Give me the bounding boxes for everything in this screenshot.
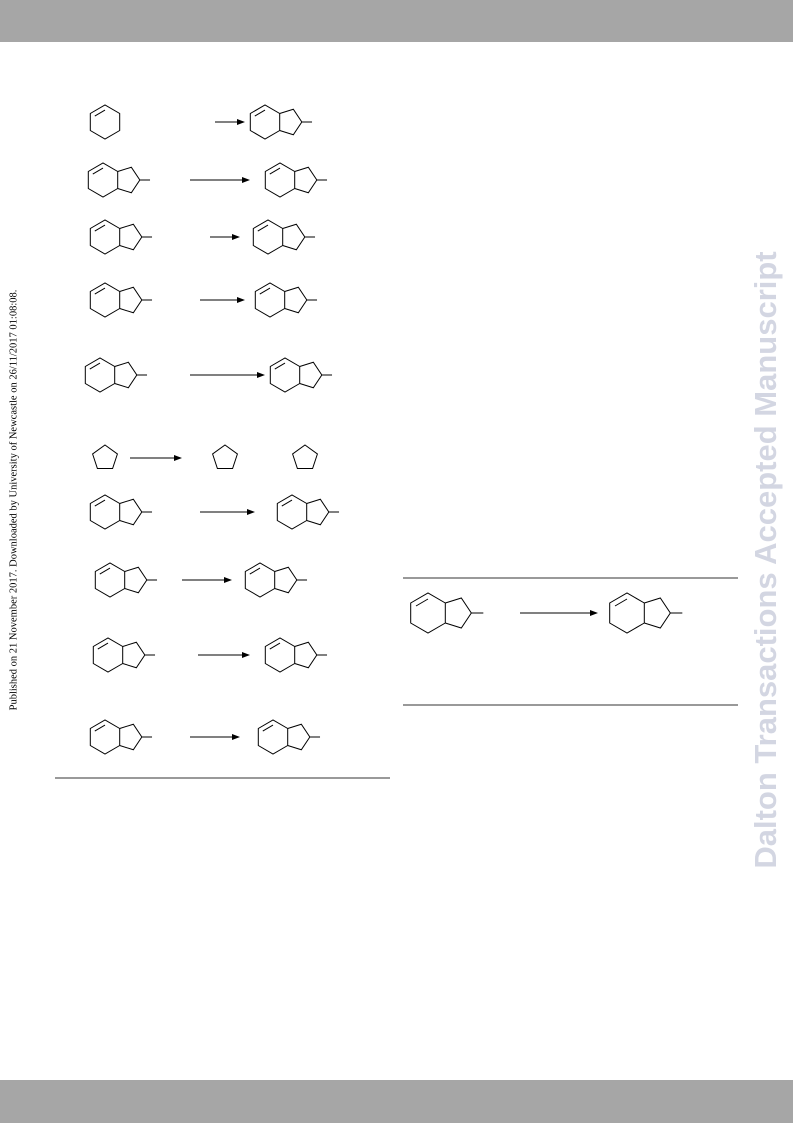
arrow-head [224,577,232,583]
pyrrole-ring [212,444,238,469]
arrow-head [247,509,255,515]
five-ring [299,361,323,389]
five-ring [445,597,472,629]
five-ring [122,641,146,669]
benzene-ring [89,719,121,755]
double-bond [281,499,293,507]
benzene-ring [410,592,446,634]
double-bond [415,598,429,607]
five-ring [282,223,306,251]
double-bond [94,499,106,507]
benzene-ring [252,219,284,255]
five-ring [294,641,318,669]
benzene-ring [89,494,121,530]
benzene-ring [249,104,281,140]
five-ring [124,566,148,594]
double-bond [94,109,106,117]
double-bond [94,224,106,232]
double-bond [254,109,266,117]
double-bond [257,224,269,232]
benzene-ring [89,104,121,140]
double-bond [94,724,106,732]
five-ring [274,566,298,594]
five-ring [644,597,671,629]
five-ring [119,286,143,314]
five-ring [119,723,143,751]
five-ring [117,166,141,194]
double-bond [614,598,628,607]
double-bond [269,642,281,650]
five-ring [284,286,308,314]
arrow-head [242,652,250,658]
five-ring [306,498,330,526]
benzene-ring [92,637,124,673]
arrow-head [237,119,245,125]
benzene-ring [609,592,645,634]
double-bond [262,724,274,732]
double-bond [89,362,101,370]
five-ring [119,223,143,251]
double-bond [99,567,111,575]
double-bond [249,567,261,575]
header-bar [0,0,793,42]
double-bond [94,287,106,295]
double-bond [259,287,271,295]
five-ring [279,108,303,136]
five-ring [287,723,311,751]
double-bond [274,362,286,370]
pyrrole-ring [292,444,318,469]
benzene-ring [264,637,296,673]
arrow-head [237,297,245,303]
five-ring [119,498,143,526]
five-ring [294,166,318,194]
benzene-ring [89,282,121,318]
benzene-ring [84,357,116,393]
benzene-ring [244,562,276,598]
arrow-head [232,234,240,240]
double-bond [97,642,109,650]
benzene-ring [257,719,289,755]
benzene-ring [269,357,301,393]
benzene-ring [264,162,296,198]
pyrrole-ring [92,444,118,469]
arrow-head [242,177,250,183]
double-bond [269,167,281,175]
arrow-head [174,455,182,461]
arrow-head [232,734,240,740]
five-ring [114,361,138,389]
arrow-head [590,610,598,616]
footer-bar [0,1080,793,1123]
benzene-ring [276,494,308,530]
benzene-ring [87,162,119,198]
benzene-ring [254,282,286,318]
arrow-head [257,372,265,378]
benzene-ring [94,562,126,598]
benzene-ring [89,219,121,255]
double-bond [92,167,104,175]
